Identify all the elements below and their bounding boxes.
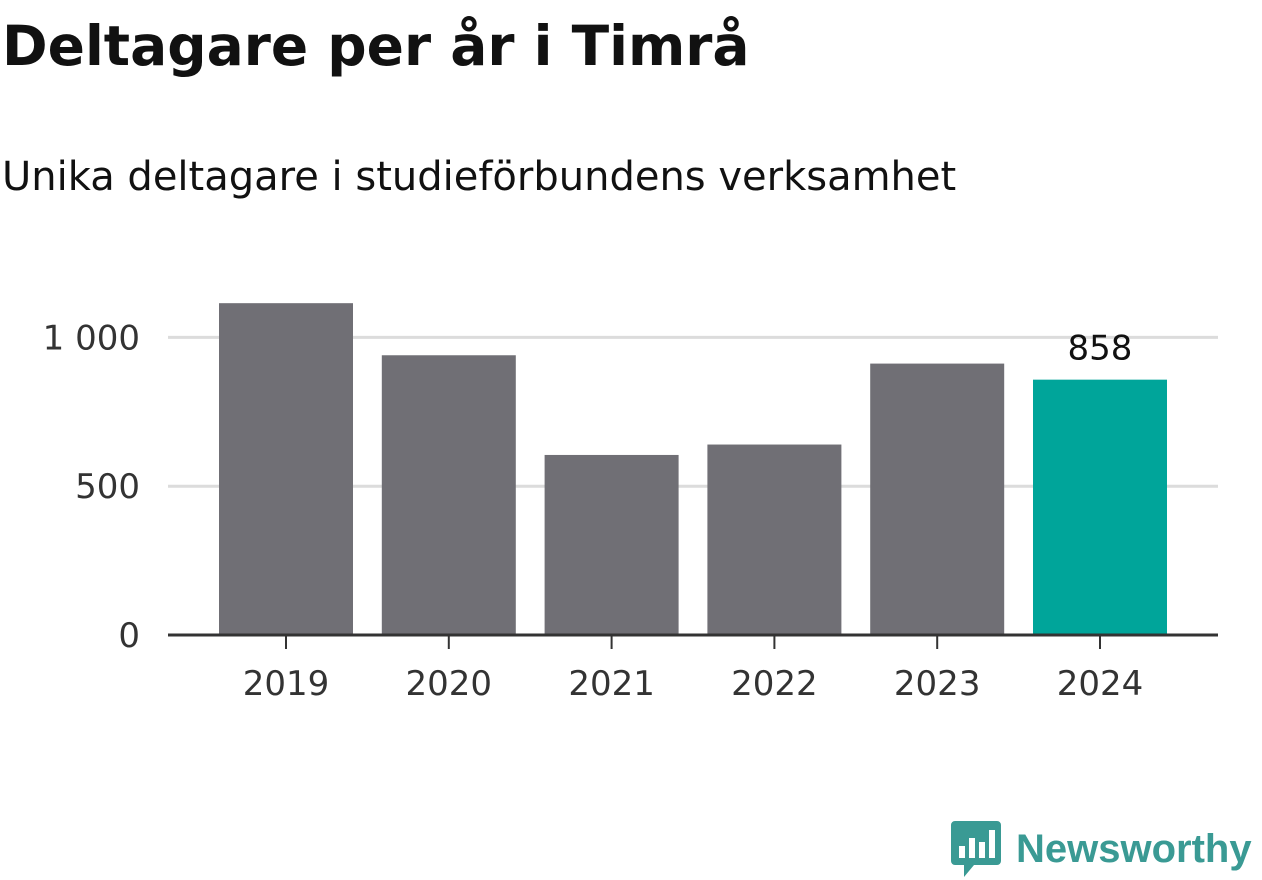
x-tick-label: 2024 — [1057, 664, 1144, 704]
x-tick-label: 2020 — [406, 664, 493, 704]
y-axis-ticks: 0 500 1 000 — [43, 318, 140, 656]
chart-subtitle: Unika deltagare i studieförbundens verks… — [2, 154, 957, 200]
x-tick-label: 2021 — [568, 664, 655, 704]
newsworthy-chart-bubble-icon — [951, 821, 1001, 877]
bar-2022 — [707, 444, 842, 635]
newsworthy-logo: Newsworthy — [950, 818, 1252, 880]
bars — [219, 303, 1167, 635]
bar-2019 — [219, 303, 353, 635]
bar-2020 — [381, 355, 516, 635]
y-tick-label: 500 — [75, 467, 140, 507]
y-tick-label: 1 000 — [43, 318, 140, 358]
x-axis: 2019 2020 2021 2022 2023 2024 — [168, 633, 1218, 704]
data-labels: 858 — [1068, 329, 1133, 369]
bar-2024 — [1033, 379, 1167, 635]
chart-title: Deltagare per år i Timrå — [2, 14, 750, 78]
x-tick-label: 2022 — [731, 664, 818, 704]
bar-2023 — [870, 363, 1005, 635]
newsworthy-wordmark: Newsworthy — [1016, 826, 1252, 871]
data-label-2024: 858 — [1068, 329, 1133, 369]
y-tick-label: 0 — [118, 616, 140, 656]
bar-2021 — [544, 454, 679, 635]
x-tick-label: 2023 — [894, 664, 981, 704]
x-tick-label: 2019 — [243, 664, 330, 704]
